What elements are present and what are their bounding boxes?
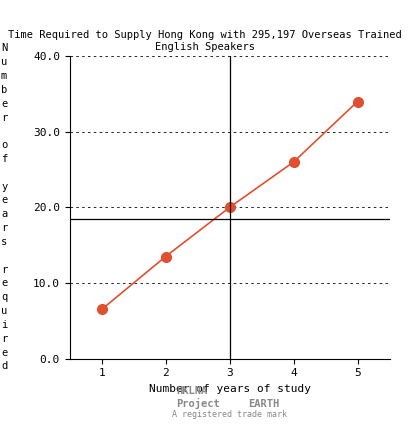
Text: q: q [1, 292, 7, 302]
Text: i: i [1, 320, 7, 330]
Text: u: u [1, 306, 7, 316]
Text: e: e [1, 347, 7, 358]
Text: HKLNA: HKLNA [176, 386, 207, 396]
Text: EARTH: EARTH [247, 399, 279, 409]
Text: u: u [1, 57, 7, 67]
Text: Project: Project [176, 398, 220, 410]
X-axis label: Number of years of study: Number of years of study [148, 384, 310, 394]
Text: e: e [1, 195, 7, 206]
Text: r: r [1, 264, 7, 275]
Text: o: o [1, 140, 7, 150]
Text: Time Required to Supply Hong Kong with 295,197 Overseas Trained English Speakers: Time Required to Supply Hong Kong with 2… [8, 30, 401, 52]
Text: a: a [1, 209, 7, 219]
Text: r: r [1, 112, 7, 123]
Text: m: m [1, 71, 7, 81]
Text: b: b [1, 85, 7, 95]
Text: y: y [1, 181, 7, 192]
Text: s: s [1, 237, 7, 247]
Text: f: f [1, 154, 7, 164]
Text: r: r [1, 334, 7, 344]
Text: e: e [1, 278, 7, 289]
Text: A registered trade mark: A registered trade mark [172, 410, 286, 419]
Text: d: d [1, 361, 7, 372]
Text: r: r [1, 223, 7, 233]
Text: N: N [1, 43, 7, 54]
Text: e: e [1, 98, 7, 109]
